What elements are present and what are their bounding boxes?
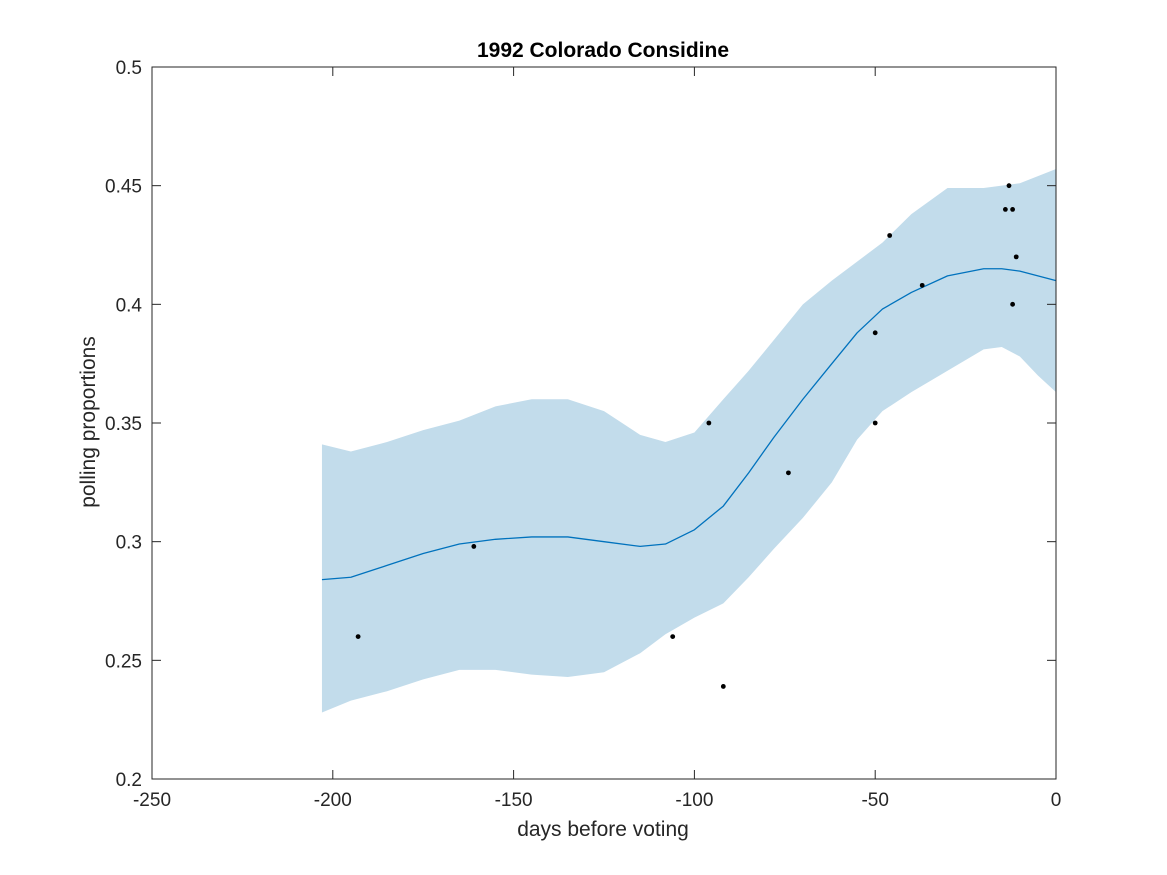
y-tick-label: 0.5 <box>116 58 142 79</box>
confidence-band-layer <box>321 169 1056 713</box>
data-point <box>706 420 712 426</box>
x-axis-label: days before voting <box>517 818 689 841</box>
data-point <box>1010 301 1016 307</box>
y-axis-ticks: 0.2 0.25 0.3 0.35 0.4 0.45 0.5 <box>105 58 1056 791</box>
y-axis-label: polling proportions <box>77 336 100 508</box>
x-tick-label: 0 <box>1051 790 1062 811</box>
x-tick-label: -100 <box>675 790 713 811</box>
data-point <box>471 544 477 549</box>
y-tick-label: 0.25 <box>105 651 142 672</box>
x-tick-label: -250 <box>133 790 171 811</box>
data-points-layer <box>355 183 1019 689</box>
x-tick-label: -200 <box>314 790 352 811</box>
x-axis-ticks: -250 -200 -150 -100 -50 0 <box>133 67 1061 811</box>
data-point <box>919 282 925 288</box>
trend-line <box>321 268 1057 581</box>
confidence-band <box>321 169 1056 713</box>
data-point <box>786 470 791 476</box>
data-point <box>1006 183 1012 189</box>
y-tick-label: 0.3 <box>116 533 142 554</box>
trend-line-layer <box>321 268 1057 581</box>
y-tick-label: 0.2 <box>116 770 142 791</box>
data-point <box>720 684 726 689</box>
x-tick-label: -150 <box>495 790 533 811</box>
data-point <box>1013 254 1019 260</box>
data-point <box>670 634 676 639</box>
chart-title: 1992 Colorado Considine <box>477 39 729 62</box>
data-point <box>887 233 893 238</box>
y-tick-label: 0.45 <box>105 177 142 198</box>
x-tick-label: -50 <box>861 790 888 811</box>
data-point <box>872 330 878 336</box>
data-point <box>872 420 878 426</box>
data-point <box>1010 207 1016 212</box>
data-point <box>355 634 361 639</box>
y-tick-label: 0.35 <box>105 414 142 435</box>
data-point <box>1002 207 1008 212</box>
y-tick-label: 0.4 <box>116 295 143 316</box>
